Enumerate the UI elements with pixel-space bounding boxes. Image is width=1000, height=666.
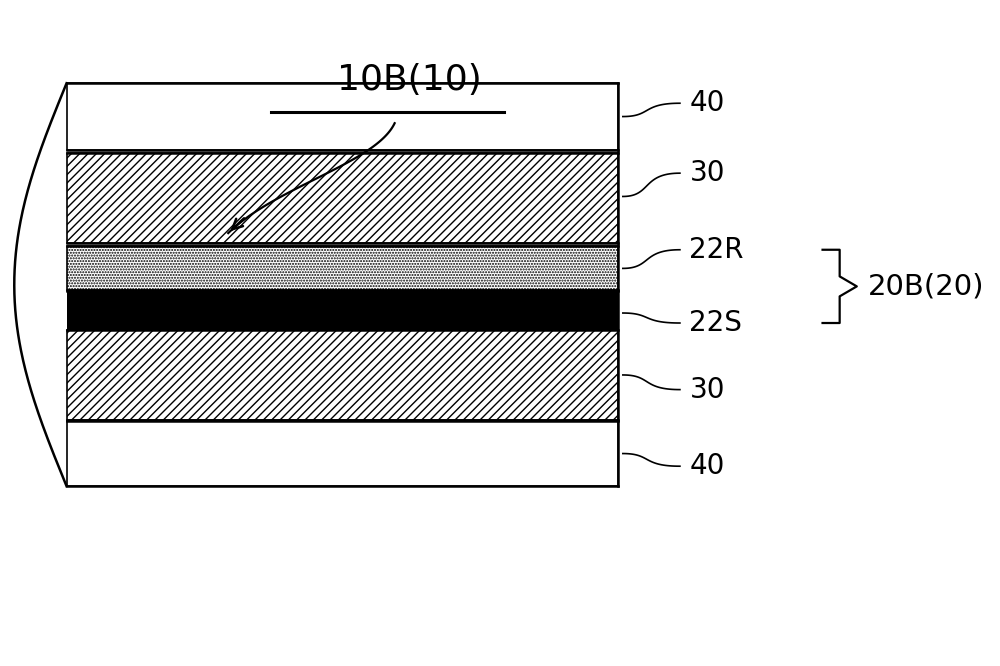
Text: 22S: 22S — [689, 309, 742, 337]
Text: 20B(20): 20B(20) — [868, 272, 985, 300]
Text: 40: 40 — [689, 452, 725, 480]
Text: 10B(10): 10B(10) — [337, 63, 481, 97]
Text: 30: 30 — [689, 376, 725, 404]
Bar — [67, 330, 618, 420]
Text: 22R: 22R — [689, 236, 744, 264]
Bar — [67, 246, 618, 290]
Text: 40: 40 — [689, 89, 725, 117]
Bar — [67, 153, 618, 243]
Text: 30: 30 — [689, 159, 725, 187]
Bar — [67, 83, 618, 150]
Bar — [67, 291, 618, 330]
Bar — [67, 421, 618, 486]
